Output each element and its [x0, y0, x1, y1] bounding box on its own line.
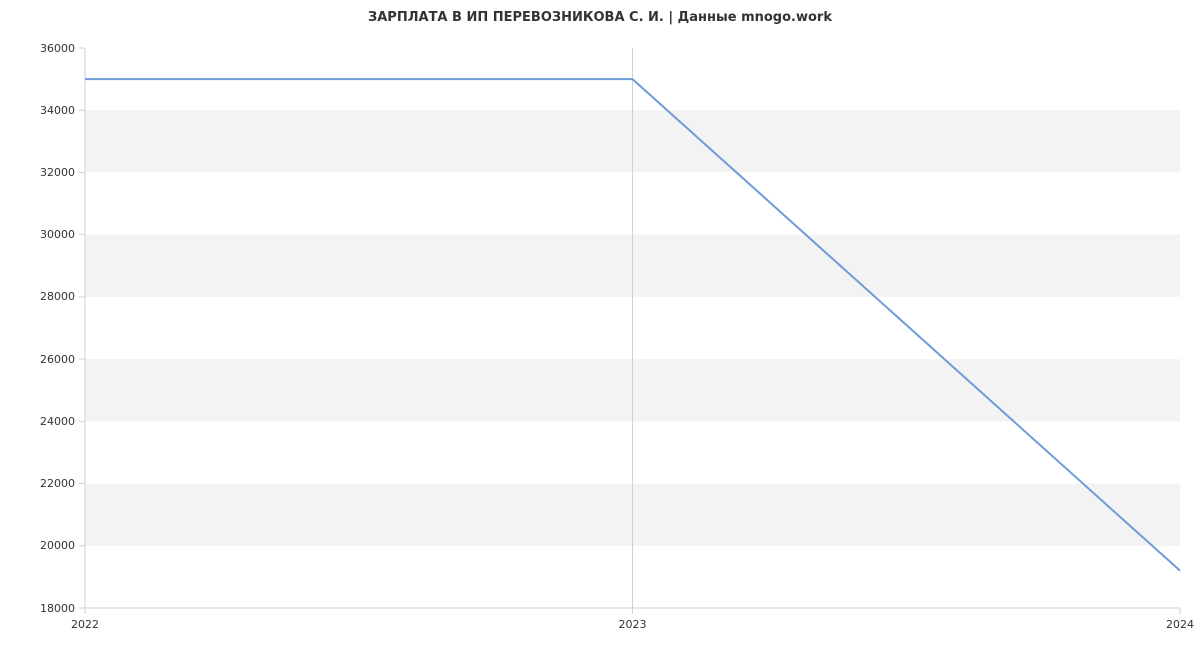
y-tick-label: 24000 — [40, 415, 75, 428]
y-tick-label: 28000 — [40, 290, 75, 303]
chart-svg — [85, 48, 1180, 608]
y-tick-label: 30000 — [40, 228, 75, 241]
plot-area — [85, 48, 1180, 608]
x-tick-label: 2022 — [71, 618, 99, 631]
y-tick-label: 32000 — [40, 166, 75, 179]
y-tick-label: 26000 — [40, 353, 75, 366]
y-tick-label: 36000 — [40, 42, 75, 55]
y-tick-label: 22000 — [40, 477, 75, 490]
chart-title: ЗАРПЛАТА В ИП ПЕРЕВОЗНИКОВА С. И. | Данн… — [0, 10, 1200, 25]
salary-line-chart: ЗАРПЛАТА В ИП ПЕРЕВОЗНИКОВА С. И. | Данн… — [0, 0, 1200, 650]
y-tick-label: 20000 — [40, 539, 75, 552]
x-tick-label: 2023 — [619, 618, 647, 631]
y-tick-label: 34000 — [40, 104, 75, 117]
x-tick-label: 2024 — [1166, 618, 1194, 631]
y-tick-label: 18000 — [40, 602, 75, 615]
